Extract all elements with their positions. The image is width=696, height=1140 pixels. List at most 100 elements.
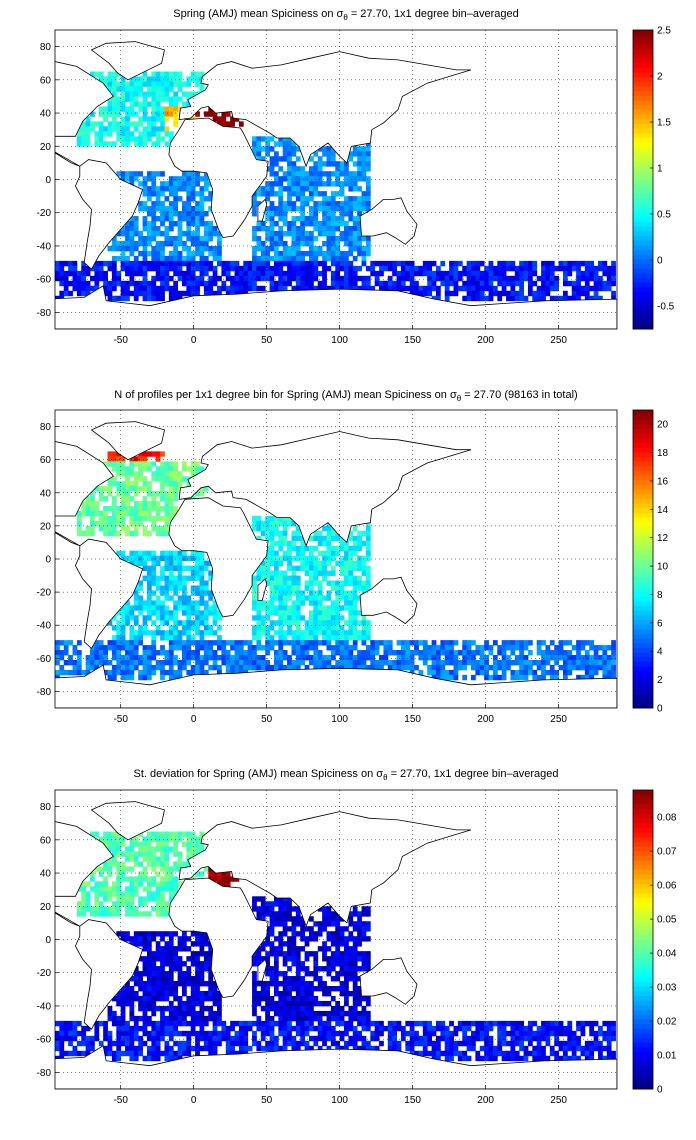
- data-cell: [304, 580, 310, 586]
- data-cell: [225, 659, 231, 666]
- data-cell: [339, 961, 345, 967]
- data-cell: [545, 285, 551, 292]
- colorbar-swatch: [633, 647, 653, 653]
- data-cell: [291, 545, 297, 552]
- data-cell: [379, 260, 384, 267]
- data-cell: [81, 136, 87, 142]
- data-cell: [212, 981, 218, 987]
- data-cell: [326, 664, 332, 671]
- data-cell: [335, 640, 341, 646]
- data-cell: [300, 545, 306, 552]
- data-cell: [168, 510, 174, 517]
- data-cell: [308, 1020, 314, 1027]
- data-cell: [120, 871, 126, 877]
- colorbar-swatch: [633, 559, 653, 565]
- data-cell: [160, 861, 165, 867]
- data-cell: [308, 265, 314, 272]
- data-cell: [160, 111, 165, 117]
- data-cell: [160, 260, 165, 267]
- data-cell: [300, 995, 306, 1002]
- colorbar-swatch: [633, 656, 653, 662]
- data-cell: [146, 506, 152, 512]
- data-cell: [295, 630, 301, 636]
- data-cell: [181, 585, 187, 591]
- data-cell: [160, 896, 165, 902]
- data-cell: [273, 595, 279, 601]
- chart-title: Spring (AMJ) mean Spiciness on σθ = 27.7…: [173, 8, 518, 22]
- data-cell: [265, 640, 270, 646]
- data-cell: [76, 270, 82, 277]
- data-cell: [374, 275, 380, 282]
- data-cell: [76, 275, 82, 282]
- data-cell: [203, 230, 209, 237]
- data-cell: [173, 181, 179, 187]
- data-cell: [602, 265, 608, 272]
- data-cell: [400, 285, 406, 292]
- x-tick-label: 200: [477, 714, 494, 725]
- data-cell: [129, 936, 135, 942]
- data-cell: [308, 280, 314, 287]
- colorbar-swatch: [633, 146, 653, 152]
- data-cell: [173, 466, 179, 472]
- data-cell: [160, 901, 165, 907]
- data-cell: [335, 971, 341, 977]
- data-cell: [98, 260, 104, 267]
- data-cell: [435, 650, 441, 656]
- data-cell: [352, 240, 358, 247]
- data-cell: [151, 191, 157, 197]
- data-cell: [265, 659, 270, 666]
- data-cell: [357, 585, 362, 591]
- data-cell: [282, 911, 288, 917]
- data-cell: [322, 655, 327, 661]
- data-cell: [199, 240, 205, 247]
- colorbar-swatch: [633, 661, 653, 667]
- data-cell: [300, 260, 306, 267]
- data-cell: [177, 295, 183, 302]
- data-cell: [291, 590, 297, 596]
- data-cell: [186, 191, 192, 197]
- data-cell: [146, 565, 152, 571]
- data-cell: [287, 515, 292, 522]
- data-cell: [541, 655, 546, 661]
- data-cell: [335, 625, 341, 631]
- data-cell: [379, 659, 384, 666]
- data-cell: [146, 911, 152, 917]
- x-tick-label: 200: [477, 335, 494, 346]
- data-cell: [282, 971, 288, 977]
- data-cell: [151, 265, 157, 272]
- data-cell: [313, 191, 319, 197]
- data-cell: [107, 461, 113, 467]
- data-cell: [330, 931, 336, 937]
- data-cell: [287, 1015, 292, 1022]
- data-cell: [260, 664, 266, 671]
- data-cell: [278, 640, 284, 646]
- colorbar-swatch: [633, 517, 653, 523]
- data-cell: [72, 260, 78, 267]
- data-cell: [287, 151, 292, 157]
- data-cell: [326, 1020, 332, 1027]
- data-cell: [269, 946, 275, 952]
- data-cell: [291, 1005, 297, 1012]
- data-cell: [282, 270, 288, 277]
- data-cell: [151, 211, 157, 217]
- data-cell: [195, 285, 200, 292]
- data-cell: [142, 76, 148, 82]
- data-cell: [138, 121, 143, 127]
- data-cell: [361, 260, 367, 267]
- data-cell: [133, 941, 139, 947]
- data-cell: [103, 520, 108, 527]
- data-cell: [199, 600, 205, 606]
- data-cell: [365, 545, 371, 552]
- data-cell: [125, 1000, 130, 1007]
- data-cell: [606, 669, 612, 676]
- data-cell: [295, 525, 301, 532]
- data-cell: [63, 645, 69, 651]
- data-cell: [462, 1020, 468, 1027]
- data-cell: [326, 525, 332, 532]
- data-cell: [273, 916, 279, 922]
- data-cell: [260, 560, 266, 567]
- data-cell: [326, 201, 332, 207]
- data-cell: [488, 650, 494, 656]
- data-cell: [120, 176, 126, 182]
- data-cell: [357, 235, 362, 242]
